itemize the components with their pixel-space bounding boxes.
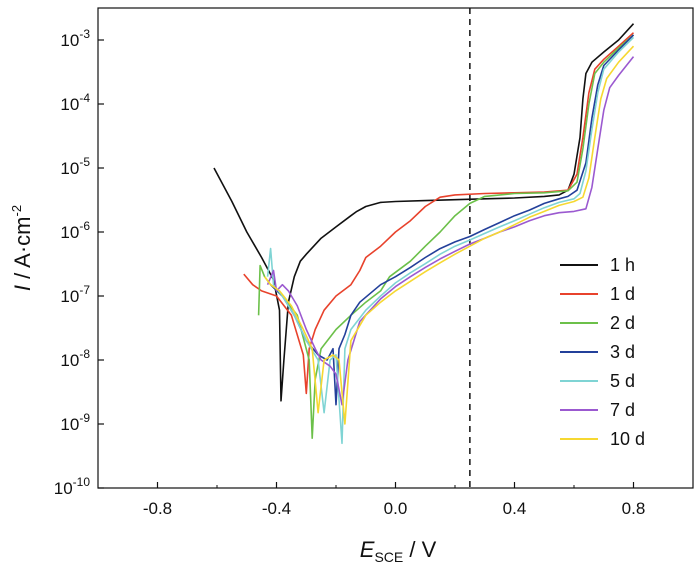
legend-label: 2 d <box>610 313 635 333</box>
y-tick-base: 10 <box>54 479 73 498</box>
y-tick-exp: -7 <box>79 283 90 297</box>
y-tick-label: 10-8 <box>60 347 90 370</box>
y-tick-base: 10 <box>60 351 79 370</box>
legend-label: 1 d <box>610 284 635 304</box>
x-axis-title-main: E <box>360 537 375 562</box>
series-line-1-d <box>243 32 635 395</box>
y-tick-base: 10 <box>60 31 79 50</box>
series-line-2-d <box>257 34 635 440</box>
y-tick-base: 10 <box>60 287 79 306</box>
x-tick-label: 0.4 <box>503 499 527 518</box>
y-tick-exp: -8 <box>79 347 90 361</box>
y-tick-exp: -6 <box>79 219 90 233</box>
y-tick-base: 10 <box>60 95 79 114</box>
x-tick-label: -0.4 <box>262 499 291 518</box>
y-tick-label: 10-10 <box>54 475 91 498</box>
x-axis-title-suffix: / V <box>403 537 436 562</box>
y-tick-label: 10-5 <box>60 155 90 178</box>
y-tick-label: 10-6 <box>60 219 90 242</box>
y-axis-title-main: I <box>10 285 35 291</box>
y-tick-base: 10 <box>60 223 79 242</box>
legend: 1 h 1 d 2 d 3 d 5 d 7 d 10 d <box>560 255 645 449</box>
series-line-7-d <box>266 56 635 406</box>
y-tick-exp: -4 <box>79 91 90 105</box>
x-axis-ticks: -0.8 -0.4 0.0 0.4 0.8 <box>97 482 694 518</box>
y-tick-exp: -3 <box>79 27 90 41</box>
y-tick-label: 10-7 <box>60 283 90 306</box>
y-tick-base: 10 <box>60 415 79 434</box>
legend-label: 10 d <box>610 429 645 449</box>
y-tick-label: 10-9 <box>60 411 90 434</box>
y-tick-exp: -10 <box>73 475 91 489</box>
y-axis-title: I / A·cm-2 <box>9 205 35 291</box>
x-axis-title: ESCE / V <box>360 537 437 565</box>
x-tick-label: -0.8 <box>143 499 172 518</box>
y-tick-exp: -9 <box>79 411 90 425</box>
y-axis-title-sup: -2 <box>9 205 24 217</box>
y-tick-base: 10 <box>60 159 79 178</box>
series-line-10-d <box>263 45 635 425</box>
legend-label: 1 h <box>610 255 635 275</box>
series-line-5-d <box>266 36 635 445</box>
plot-frame <box>97 7 694 489</box>
legend-label: 7 d <box>610 400 635 420</box>
x-tick-label: 0.8 <box>622 499 646 518</box>
legend-label: 3 d <box>610 342 635 362</box>
y-axis-title-suffix: / A·cm <box>10 216 35 284</box>
y-tick-exp: -5 <box>79 155 90 169</box>
series-line-1-h <box>213 23 635 402</box>
x-tick-label: 0.0 <box>384 499 408 518</box>
series-lines <box>213 23 635 445</box>
y-tick-label: 10-3 <box>60 27 90 50</box>
x-axis-title-sub: SCE <box>374 549 403 565</box>
y-tick-label: 10-4 <box>60 91 90 114</box>
legend-label: 5 d <box>610 371 635 391</box>
